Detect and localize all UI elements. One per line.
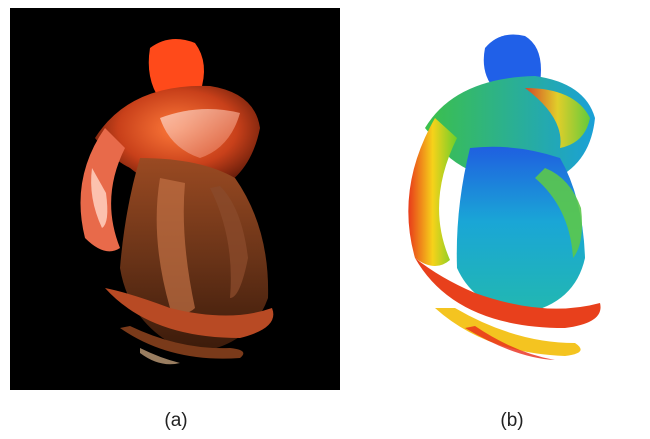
caption-a: (a)	[164, 410, 188, 431]
rendering-b-image	[408, 34, 601, 360]
panel-a-rendering	[10, 8, 340, 390]
panel-b-rendering	[395, 8, 635, 390]
caption-b: (b)	[500, 410, 524, 431]
rendering-a-image	[80, 39, 274, 365]
